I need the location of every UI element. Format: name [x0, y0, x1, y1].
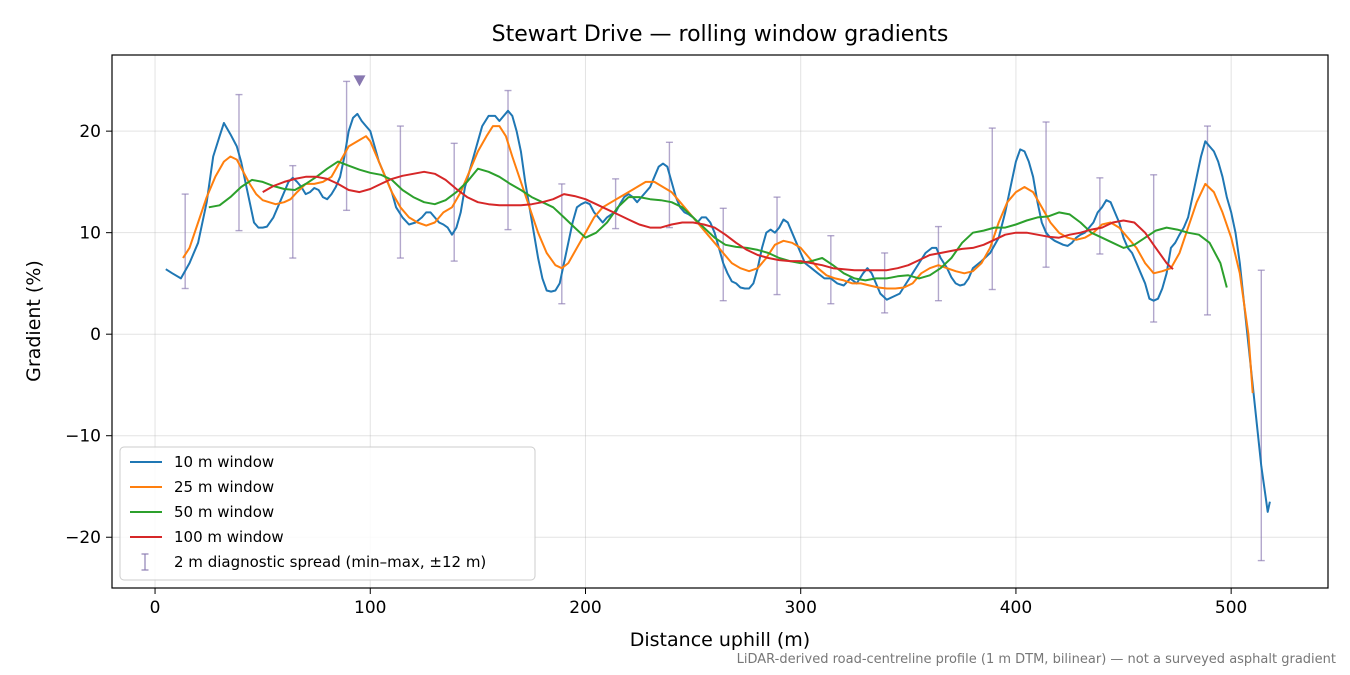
x-axis-label: Distance uphill (m)	[630, 629, 810, 651]
legend-box	[119, 446, 536, 581]
series-line	[208, 160, 1228, 288]
spread-bar	[558, 183, 566, 305]
x-tick-label: 0	[150, 598, 161, 618]
legend-label: 50 m window	[174, 503, 274, 521]
spread-bar	[1203, 125, 1211, 316]
spread-bar	[827, 235, 835, 305]
y-tick-label: −20	[65, 528, 101, 548]
spread-bar	[396, 125, 404, 259]
peak-marker-layer	[353, 75, 366, 87]
x-tick-label: 100	[354, 598, 386, 618]
footnote: LiDAR-derived road-centreline profile (1…	[736, 652, 1336, 667]
spread-bar	[1257, 269, 1265, 562]
spread-bar	[504, 89, 512, 231]
spread-bar	[773, 196, 781, 296]
peak-marker-triangle	[353, 75, 366, 87]
spread-bar	[988, 127, 996, 291]
chart-title: Stewart Drive — rolling window gradients	[492, 22, 949, 47]
legend-label: 10 m window	[174, 453, 274, 471]
x-tick-label: 400	[1000, 598, 1032, 618]
legend-label: 25 m window	[174, 478, 274, 496]
spread-bar	[289, 164, 297, 259]
series-line	[262, 170, 1174, 272]
y-tick-label: 10	[79, 224, 101, 244]
spread-bar	[612, 178, 620, 230]
x-tick-label: 200	[569, 598, 601, 618]
plot-frame	[111, 54, 1329, 589]
series-line	[182, 125, 1254, 394]
spread-bar	[1150, 174, 1158, 323]
series-lines	[165, 109, 1271, 513]
spread-bar	[1096, 177, 1104, 255]
x-tick-label: 300	[784, 598, 816, 618]
y-tick-label: −10	[65, 427, 101, 447]
spread-bar	[1042, 121, 1050, 268]
y-tick-label: 20	[79, 122, 101, 142]
y-axis-label: Gradient (%)	[23, 260, 45, 382]
legend-label: 100 m window	[174, 528, 284, 546]
spread-bar	[665, 141, 673, 229]
x-tick-label: 500	[1215, 598, 1247, 618]
y-tick-label: 0	[90, 325, 101, 345]
x-axis-ticks: 0 100 200 300 400 500	[150, 588, 1247, 618]
y-axis-ticks: −20 −10 0 10 20	[65, 122, 112, 548]
series-line	[165, 109, 1271, 513]
legend: 10 m window 25 m window 50 m window 100 m w…	[119, 446, 536, 581]
spread-bar	[881, 252, 889, 314]
legend-spread-swatch	[141, 553, 149, 571]
legend-label: 2 m diagnostic spread (min–max, ±12 m)	[174, 553, 486, 571]
spread-bar	[934, 225, 942, 302]
